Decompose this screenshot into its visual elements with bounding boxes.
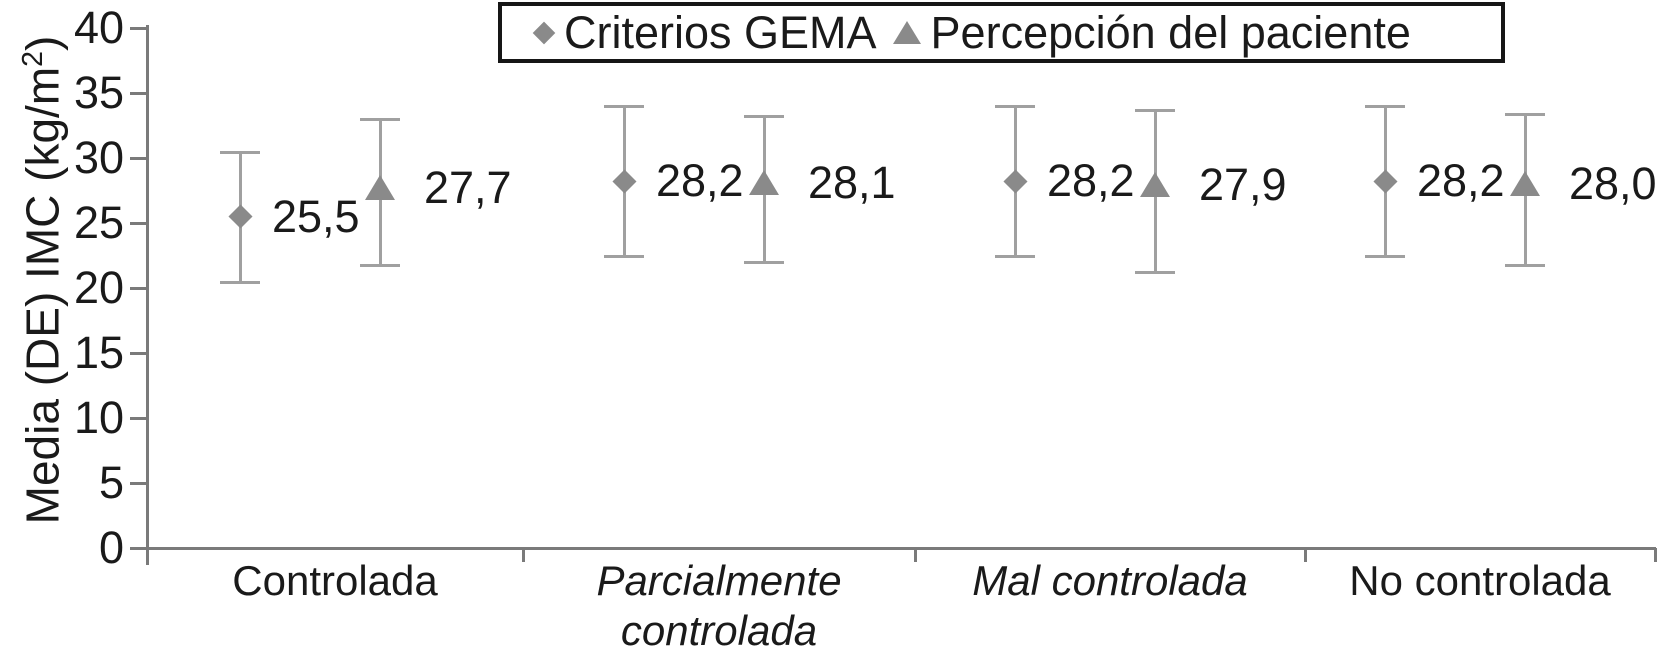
data-point-value-label: 28,2 xyxy=(656,155,744,207)
category-label: Parcialmente controlada xyxy=(529,556,909,654)
y-tick xyxy=(130,27,147,30)
data-point-triangle-marker xyxy=(749,169,779,195)
y-tick xyxy=(130,352,147,355)
legend: Criterios GEMA Percepción del paciente xyxy=(498,2,1505,63)
data-point-value-label: 27,7 xyxy=(424,161,512,213)
error-bar-cap-top xyxy=(220,150,260,154)
error-bar-cap-bottom xyxy=(220,280,260,284)
y-tick-label: 0 xyxy=(98,522,124,573)
data-point-triangle-marker xyxy=(1140,172,1170,198)
category-label: No controlada xyxy=(1290,556,1659,606)
category-label-line: controlada xyxy=(620,607,818,654)
category-label-line: Controlada xyxy=(232,557,438,604)
y-tick-label: 30 xyxy=(73,132,124,183)
data-point-diamond-marker xyxy=(1372,169,1398,194)
category-label-line: Parcialmente xyxy=(596,557,842,604)
error-bar-cap-bottom xyxy=(995,254,1035,258)
y-tick-label: 15 xyxy=(73,327,124,378)
data-point-triangle-marker xyxy=(365,174,395,200)
error-bar-cap-bottom xyxy=(604,254,644,258)
legend-label-percepcion-paciente: Percepción del paciente xyxy=(930,6,1411,58)
y-tick-label: 20 xyxy=(73,262,124,313)
data-point-value-label: 28,0 xyxy=(1569,158,1657,209)
data-point-diamond-marker xyxy=(611,169,637,194)
error-bar-cap-bottom xyxy=(1505,263,1545,267)
y-tick xyxy=(130,287,147,290)
error-bar-cap-bottom xyxy=(360,263,400,267)
x-tick xyxy=(914,548,917,562)
y-tick xyxy=(130,482,147,485)
data-point-value-label: 28,2 xyxy=(1417,155,1505,207)
y-tick-label: 10 xyxy=(73,392,124,443)
category-label-line: Mal controlada xyxy=(972,557,1248,604)
triangle-icon xyxy=(892,21,921,44)
y-tick-label: 35 xyxy=(73,67,124,118)
legend-item-percepcion-paciente: Percepción del paciente xyxy=(892,6,1411,59)
y-tick xyxy=(130,222,147,225)
y-tick xyxy=(130,157,147,160)
x-tick xyxy=(522,548,525,562)
y-tick xyxy=(130,547,147,550)
category-label-line: No controlada xyxy=(1349,557,1611,604)
category-label: Mal controlada xyxy=(920,556,1300,606)
data-point-value-label: 28,2 xyxy=(1047,155,1135,207)
category-label: Controlada xyxy=(145,556,525,606)
x-tick xyxy=(1304,548,1307,562)
data-point-value-label: 27,9 xyxy=(1199,159,1287,211)
error-bar-cap-bottom xyxy=(744,261,784,264)
error-bar-cap-top xyxy=(604,105,644,108)
error-bar-cap-top xyxy=(1135,108,1175,112)
error-bar-cap-top xyxy=(744,115,784,119)
x-axis-line xyxy=(146,547,1656,550)
error-bar-cap-top xyxy=(1365,105,1405,108)
legend-item-criterios-gema: Criterios GEMA xyxy=(532,6,877,59)
error-bar-cap-top xyxy=(995,105,1035,108)
data-point-diamond-marker xyxy=(1002,169,1028,194)
data-point-diamond-marker xyxy=(227,204,253,229)
y-axis-line xyxy=(146,25,149,565)
error-bar-cap-bottom xyxy=(1365,254,1405,258)
error-bar-cap-bottom xyxy=(1135,271,1175,275)
error-bar-cap-top xyxy=(1505,112,1545,116)
data-point-triangle-marker xyxy=(1510,171,1540,196)
y-tick xyxy=(130,92,147,95)
y-tick xyxy=(130,417,147,420)
error-bar-cap-top xyxy=(360,118,400,121)
y-tick-label: 5 xyxy=(98,457,124,508)
data-point-value-label: 28,1 xyxy=(808,156,896,208)
y-tick-label: 40 xyxy=(73,2,124,53)
y-tick-label: 25 xyxy=(73,197,124,248)
legend-label-criterios-gema: Criterios GEMA xyxy=(564,6,877,58)
data-point-value-label: 25,5 xyxy=(272,190,360,242)
x-tick xyxy=(1654,548,1657,562)
